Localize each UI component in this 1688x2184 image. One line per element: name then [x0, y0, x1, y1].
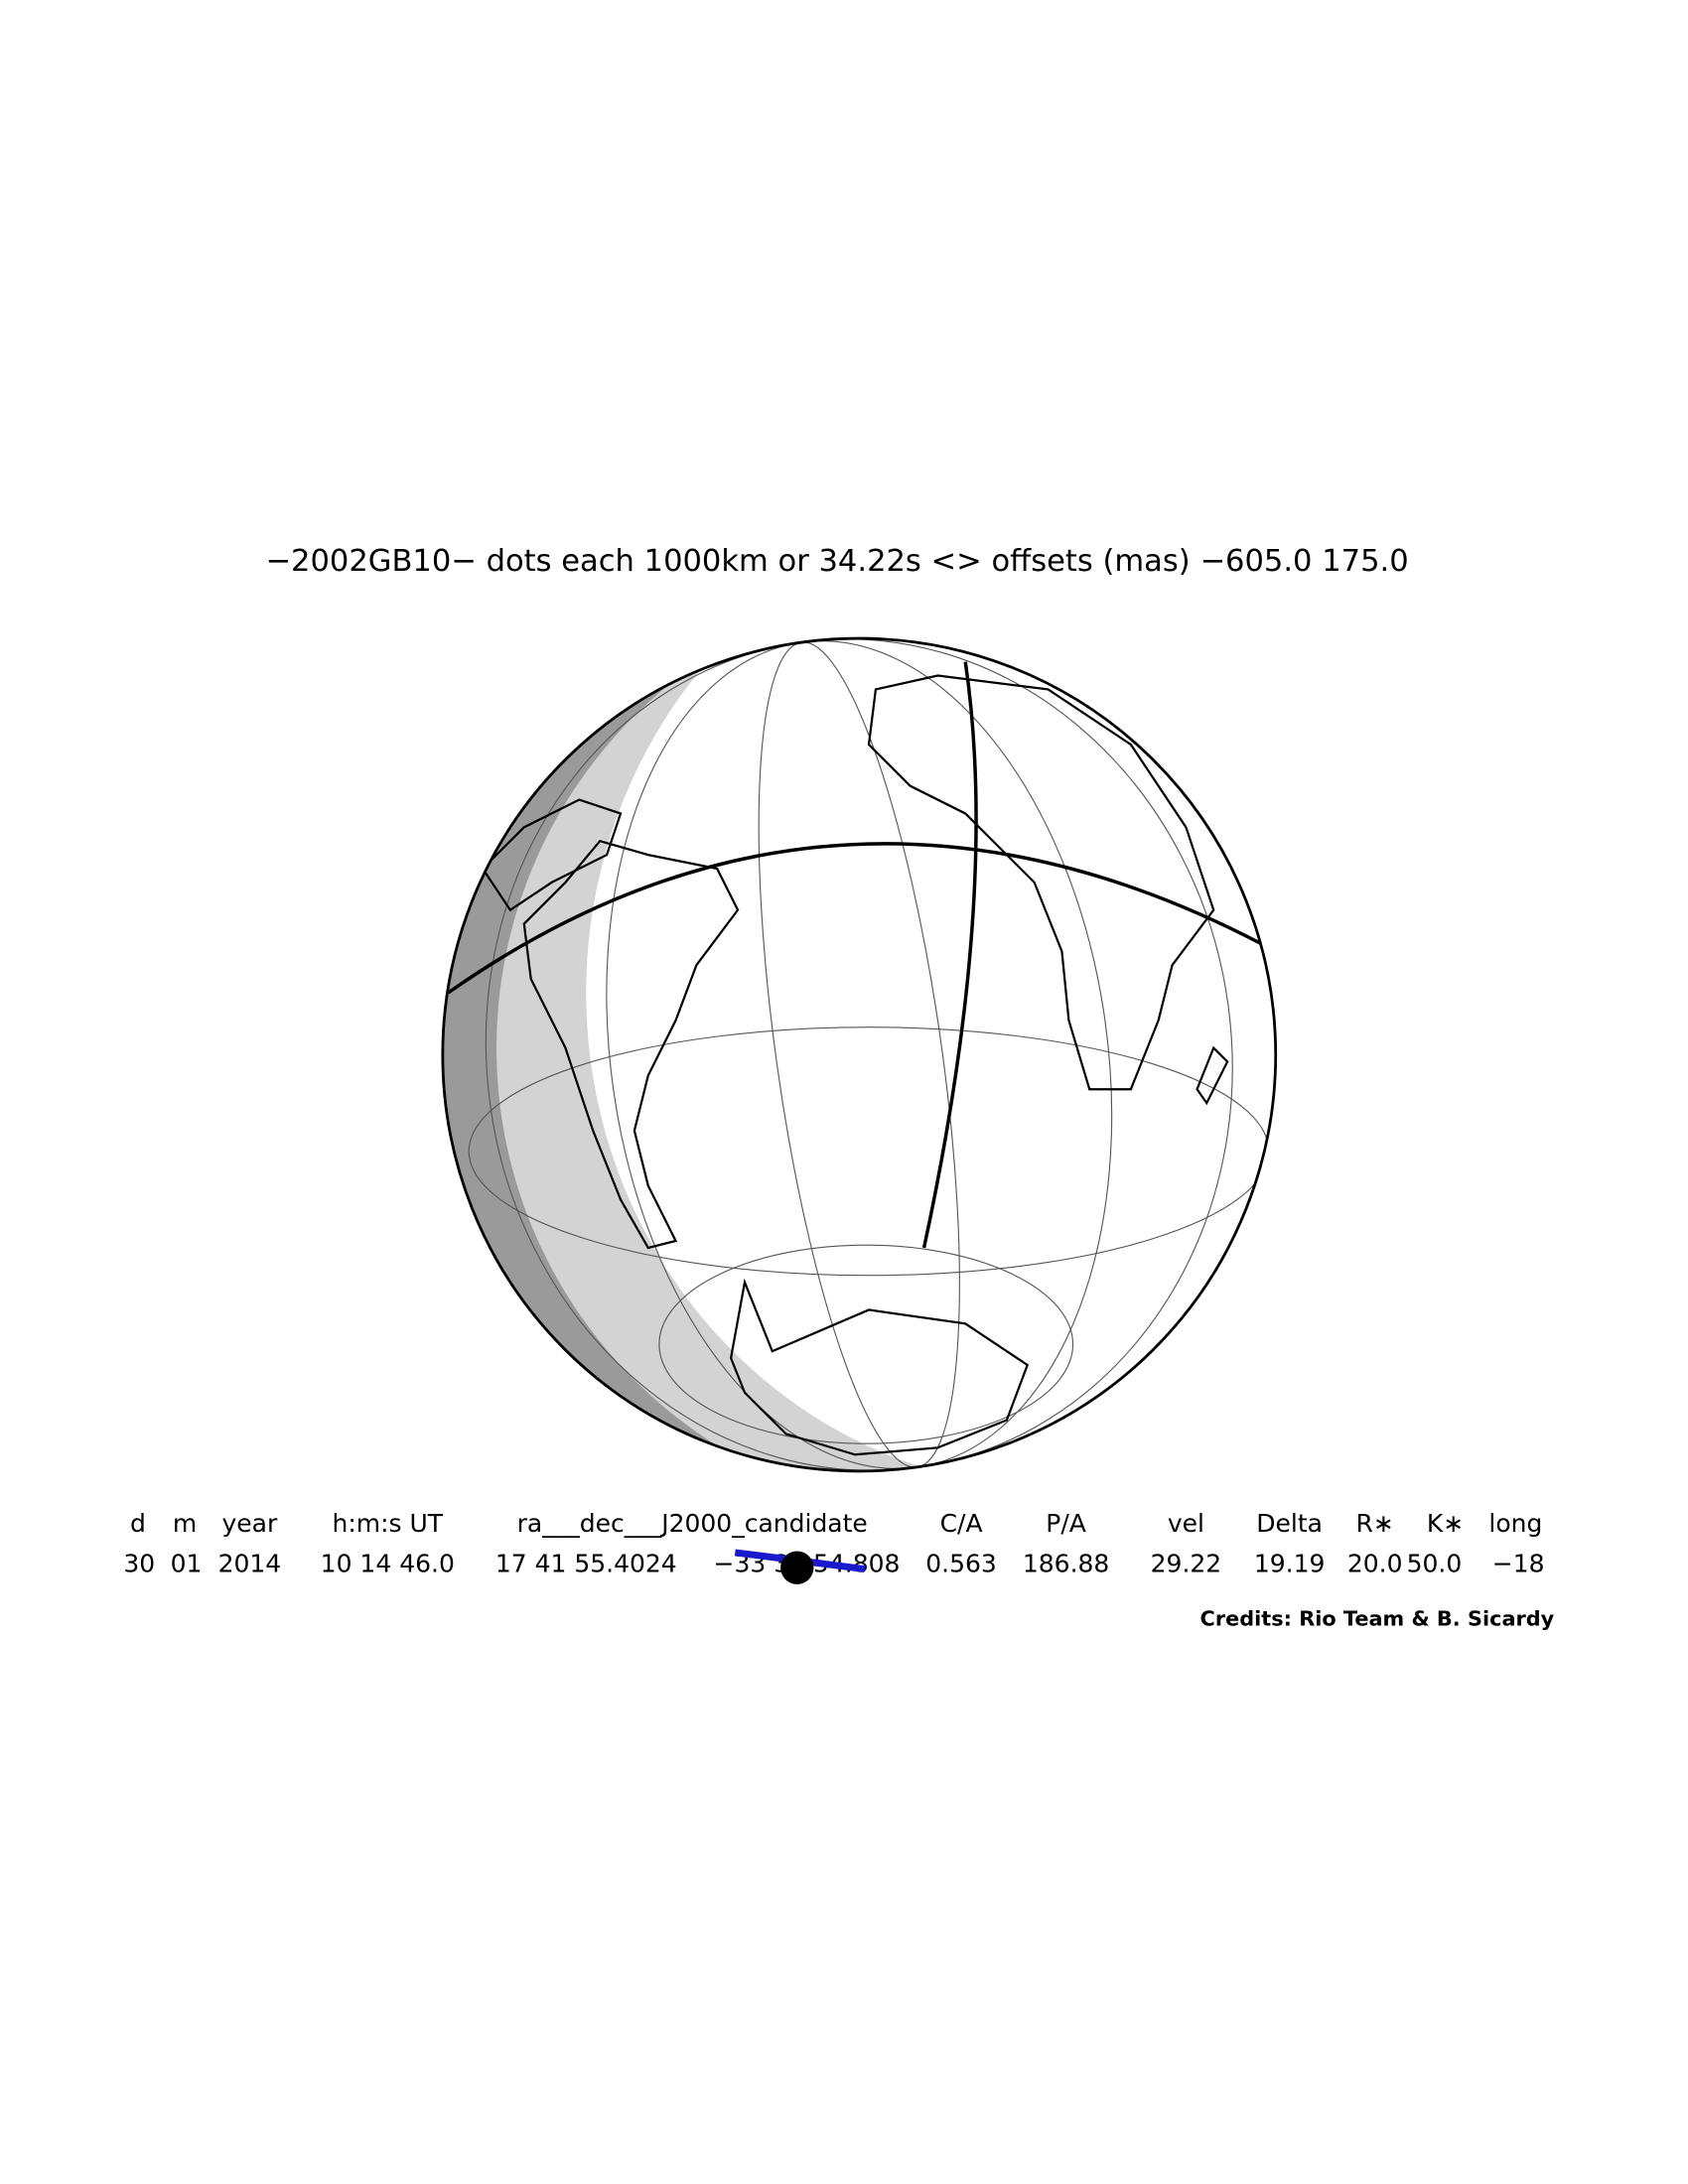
header-cell: Delta [1256, 1509, 1323, 1538]
header-cell: P/A [1046, 1509, 1086, 1538]
header-cell: vel [1168, 1509, 1204, 1538]
value-cell: 17 41 55.4024 [495, 1549, 677, 1577]
title: −2002GB10− dots each 1000km or 34.22s <>… [265, 544, 1408, 579]
globe [441, 636, 1278, 1473]
value-cell: −18 [1492, 1549, 1545, 1577]
value-cell: 50.0 [1407, 1549, 1463, 1577]
value-cell: 10 14 46.0 [321, 1549, 455, 1577]
header-cell: long [1488, 1509, 1542, 1538]
value-cell: 0.563 [925, 1549, 997, 1577]
header-cell: K∗ [1427, 1509, 1464, 1538]
header-cell: ra___dec___J2000_candidate [517, 1509, 868, 1538]
header-cell: m [173, 1509, 197, 1538]
value-cell: 01 [171, 1549, 203, 1577]
header-cell: year [221, 1509, 277, 1538]
value-cell: 30 [123, 1549, 155, 1577]
value-cell: 2014 [218, 1549, 282, 1577]
header-cell: h:m:s UT [332, 1509, 443, 1538]
credits: Credits: Rio Team & B. Sicardy [1200, 1606, 1555, 1630]
header-cell: R∗ [1356, 1509, 1394, 1538]
track [734, 1549, 866, 1584]
header-cell: d [130, 1509, 146, 1538]
value-cell: 20.0 [1347, 1549, 1403, 1577]
header-cell: C/A [940, 1509, 983, 1538]
value-cell: 19.19 [1254, 1549, 1326, 1577]
value-cell: 29.22 [1151, 1549, 1222, 1577]
value-cell: 186.88 [1023, 1549, 1109, 1577]
